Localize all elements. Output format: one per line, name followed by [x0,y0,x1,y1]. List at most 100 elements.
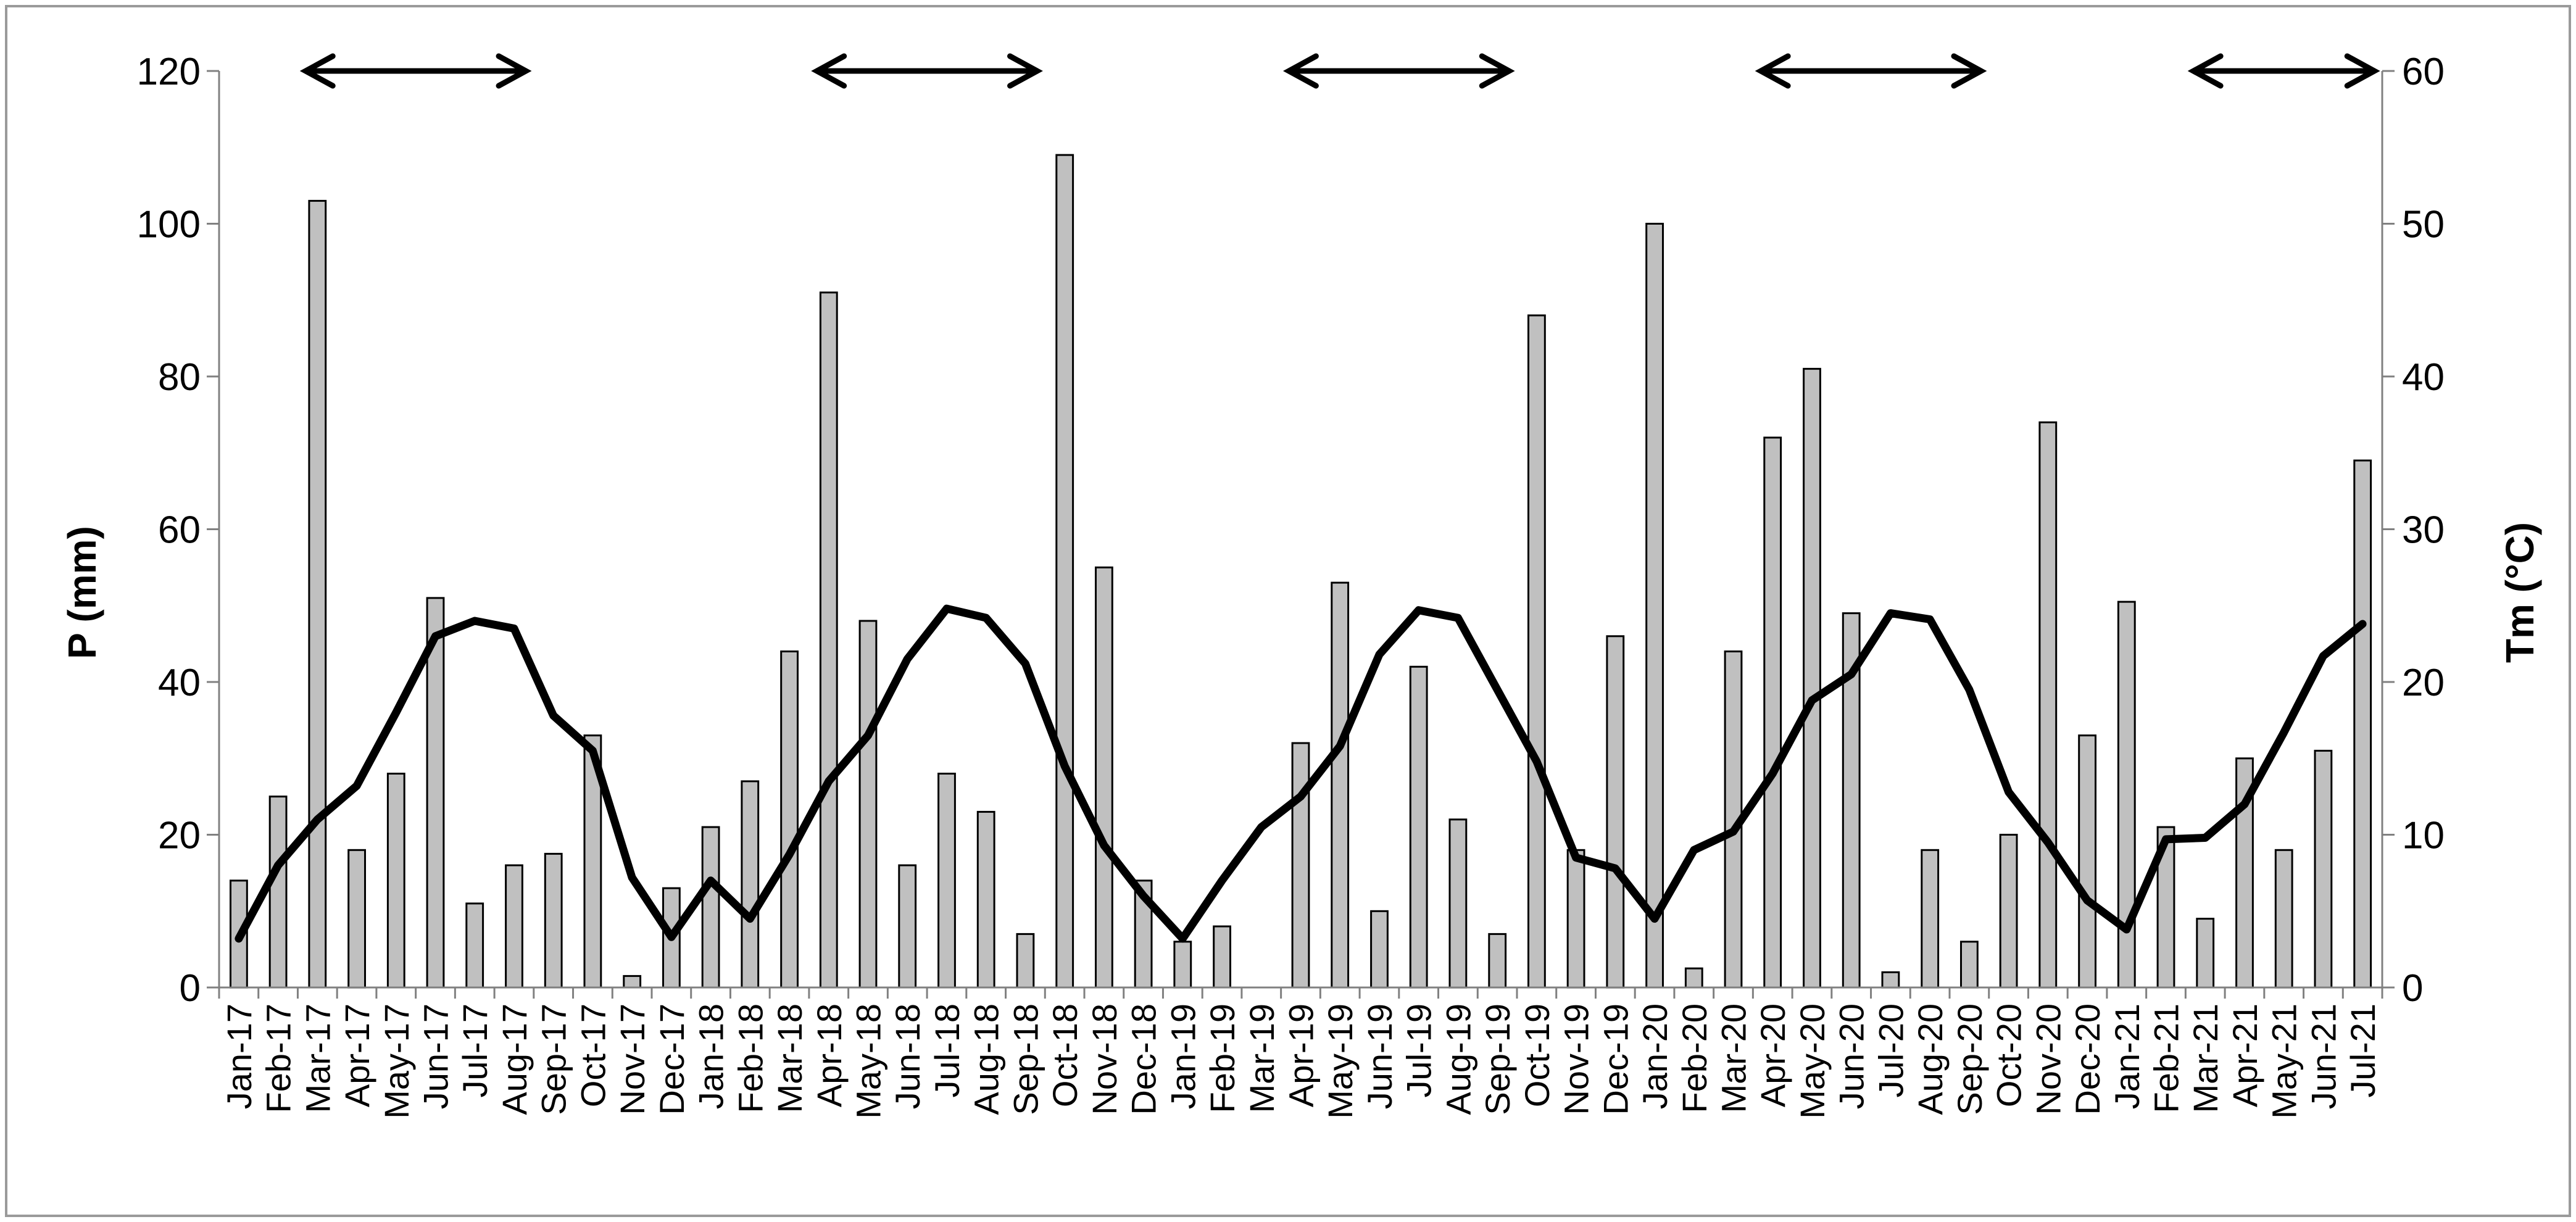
bar-p-jul-19 [1409,665,1428,989]
point-tm-sep-18 [1024,663,1026,665]
y-right-tick-label: 10 [2402,815,2445,857]
x-tick-label-may-21: May-21 [2265,1004,2304,1119]
point-tm-apr-19 [1300,796,1302,797]
point-tm-jun-20 [1850,673,1852,675]
x-tick-label-jan-21: Jan-21 [2108,1004,2146,1109]
point-tm-dec-17 [670,936,672,938]
x-tick-label-jun-20: Jun-20 [1832,1004,1871,1109]
point-tm-jul-21 [2362,623,2364,625]
bar-p-jun-21 [2314,749,2333,989]
point-tm-apr-17 [356,785,357,787]
x-tick-label-may-20: May-20 [1793,1004,1832,1119]
point-tm-apr-20 [1772,773,1774,775]
arrow-head-left [1282,53,1319,89]
point-tm-mar-17 [317,818,318,820]
x-tick-label-jul-21: Jul-21 [2343,1004,2382,1098]
point-tm-may-19 [1339,745,1341,747]
arrow-head-right [496,53,532,89]
bar-p-mar-18 [780,650,799,989]
y-left-tick-label: 80 [158,356,201,399]
point-tm-may-18 [867,734,869,736]
bar-p-feb-18 [741,780,760,989]
growing-season-arrow [299,53,532,89]
annotations [299,53,2380,89]
point-tm-nov-17 [631,876,633,878]
x-tick-label-mar-18: Mar-18 [770,1004,809,1113]
x-tick-label-apr-18: Apr-18 [810,1004,849,1107]
x-tick-label-jul-20: Jul-20 [1871,1004,1910,1098]
x-tick-label-mar-20: Mar-20 [1714,1004,1753,1113]
bar-p-may-17 [386,773,405,989]
point-tm-aug-18 [985,617,987,619]
point-tm-sep-19 [1497,689,1498,691]
growing-season-arrow [1282,53,1515,89]
arrow-head-right [1007,53,1043,89]
x-tick-label-oct-20: Oct-20 [1990,1004,2029,1107]
x-tick-label-oct-17: Oct-17 [573,1004,612,1107]
bar-p-mar-21 [2196,918,2215,989]
x-tick-label-nov-18: Nov-18 [1085,1004,1124,1115]
x-tick-label-jul-19: Jul-19 [1400,1004,1439,1098]
axes: 0 20 40 60 80 100 120 0 10 20 30 40 50 60 Jan-17 Feb-17… [137,51,2445,1119]
point-tm-dec-20 [2087,899,2088,901]
point-tm-aug-19 [1457,617,1459,619]
x-tick-label-sep-20: Sep-20 [1950,1004,1989,1115]
x-tick-label-aug-19: Aug-19 [1439,1004,1477,1115]
bar-p-feb-20 [1684,967,1703,989]
x-tick-label-nov-17: Nov-17 [613,1004,652,1115]
bar-p-sep-17 [544,852,563,989]
x-tick-label-jul-18: Jul-18 [928,1004,966,1098]
bar-p-oct-19 [1527,314,1546,989]
point-tm-jan-17 [238,937,239,939]
growing-season-arrow [1755,53,1987,89]
x-tick-label-mar-19: Mar-19 [1242,1004,1281,1113]
bar-series-p [230,154,2372,989]
bar-p-mar-17 [308,199,327,989]
x-tick-label-may-18: May-18 [849,1004,888,1119]
x-tick-label-apr-17: Apr-17 [338,1004,376,1107]
x-tick-label-jun-17: Jun-17 [417,1004,455,1109]
x-tick-label-aug-17: Aug-17 [495,1004,534,1115]
bar-p-dec-20 [2078,734,2096,989]
bar-p-jan-20 [1645,223,1664,989]
x-tick-label-aug-20: Aug-20 [1911,1004,1950,1115]
bar-p-apr-18 [819,291,838,989]
arrow-head-left [1755,53,1791,89]
y-right-tick-label: 0 [2402,967,2423,1010]
bar-p-oct-18 [1055,154,1074,989]
x-tick-label-apr-20: Apr-20 [1753,1004,1792,1107]
bar-p-jun-19 [1370,910,1389,989]
x-tick-label-feb-21: Feb-21 [2147,1004,2186,1113]
bar-p-jul-17 [465,902,484,989]
point-tm-dec-19 [1614,868,1616,869]
bar-p-jun-17 [426,597,445,989]
point-tm-feb-19 [1221,879,1223,881]
point-tm-mar-21 [2204,837,2206,839]
point-tm-jun-17 [434,635,436,637]
point-tm-jul-20 [1890,612,1892,614]
point-tm-jun-21 [2322,655,2324,657]
bar-p-may-21 [2274,849,2293,989]
point-tm-aug-20 [1929,618,1931,620]
y-left-tick-label: 60 [158,509,201,552]
bar-p-apr-17 [347,849,367,989]
y-right-tick-label: 60 [2402,51,2445,93]
bar-p-aug-20 [1921,849,1940,989]
point-tm-mar-19 [1260,826,1262,828]
x-tick-label-feb-20: Feb-20 [1675,1004,1714,1113]
bar-p-aug-17 [505,864,523,989]
x-tick-label-jun-19: Jun-19 [1360,1004,1399,1109]
arrow-head-right [1951,53,1987,89]
y-left-axis-title: P (mm) [60,526,104,659]
point-tm-may-20 [1811,699,1813,701]
y-left-tick-label: 0 [180,967,201,1010]
bar-p-sep-19 [1488,933,1507,989]
bar-p-apr-20 [1763,436,1782,989]
point-tm-aug-17 [513,628,515,630]
x-tick-label-jan-17: Jan-17 [220,1004,259,1109]
x-tick-label-apr-19: Apr-19 [1282,1004,1321,1107]
point-tm-mar-20 [1732,831,1734,833]
x-tick-label-feb-18: Feb-18 [731,1004,770,1113]
point-tm-feb-18 [749,918,751,920]
